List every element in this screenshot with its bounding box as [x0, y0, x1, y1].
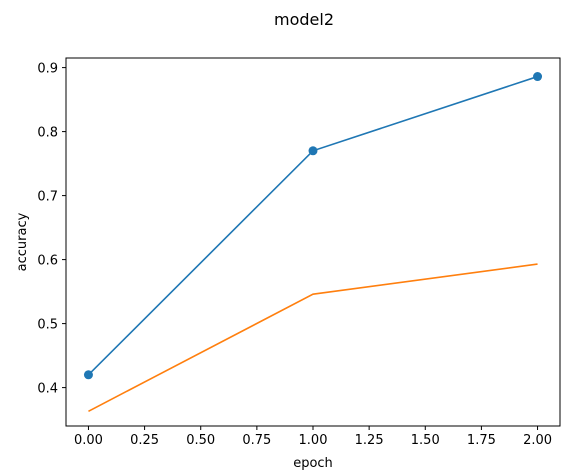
x-tick-label: 0.00: [74, 433, 103, 448]
data-point: [308, 146, 318, 156]
y-tick-label: 0.7: [37, 190, 58, 205]
series-line-1: [87, 75, 538, 376]
x-tick-label: 1.00: [299, 433, 328, 448]
data-point: [533, 72, 543, 82]
y-tick-label: 0.6: [37, 254, 58, 269]
x-tick-label: 2.00: [523, 433, 552, 448]
y-tick-label: 0.5: [37, 318, 58, 333]
y-tick-label: 0.9: [37, 62, 58, 77]
y-tick-label: 0.8: [37, 126, 58, 141]
plot-frame: [65, 57, 561, 427]
y-tick-label: 0.4: [37, 382, 58, 397]
chart-title: model2: [274, 10, 334, 29]
plot-area: [65, 57, 561, 427]
data-point: [83, 370, 93, 380]
x-tick-label: 0.75: [242, 433, 271, 448]
y-axis: 0.4 0.5 0.6 0.7 0.8 0.9: [37, 62, 66, 397]
x-tick-label: 0.25: [130, 433, 159, 448]
x-axis-label: epoch: [293, 456, 333, 471]
x-tick-label: 1.50: [411, 433, 440, 448]
y-axis-label: accuracy: [15, 212, 30, 271]
series-layer: [83, 72, 543, 412]
x-tick-label: 1.75: [467, 433, 496, 448]
x-tick-label: 1.25: [355, 433, 384, 448]
series-line-2: [88, 263, 538, 412]
x-axis: 0.00 0.25 0.50 0.75 1.00 1.25 1.50 1.75 2.00: [74, 426, 552, 448]
x-tick-label: 0.50: [186, 433, 215, 448]
